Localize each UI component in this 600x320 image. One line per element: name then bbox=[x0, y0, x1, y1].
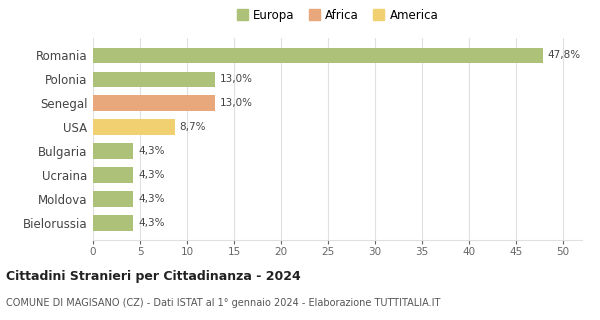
Bar bbox=[93, 167, 133, 183]
Bar bbox=[93, 48, 542, 63]
Bar bbox=[93, 215, 133, 231]
Bar bbox=[93, 143, 133, 159]
Text: 4,3%: 4,3% bbox=[138, 218, 164, 228]
Text: 4,3%: 4,3% bbox=[138, 146, 164, 156]
Text: Cittadini Stranieri per Cittadinanza - 2024: Cittadini Stranieri per Cittadinanza - 2… bbox=[6, 270, 301, 283]
Bar bbox=[93, 95, 215, 111]
Text: COMUNE DI MAGISANO (CZ) - Dati ISTAT al 1° gennaio 2024 - Elaborazione TUTTITALI: COMUNE DI MAGISANO (CZ) - Dati ISTAT al … bbox=[6, 298, 440, 308]
Text: 13,0%: 13,0% bbox=[220, 98, 253, 108]
Bar bbox=[93, 191, 133, 207]
Text: 4,3%: 4,3% bbox=[138, 170, 164, 180]
Bar bbox=[93, 119, 175, 135]
Text: 4,3%: 4,3% bbox=[138, 194, 164, 204]
Text: 8,7%: 8,7% bbox=[179, 122, 206, 132]
Bar bbox=[93, 72, 215, 87]
Text: 47,8%: 47,8% bbox=[547, 50, 580, 60]
Legend: Europa, Africa, America: Europa, Africa, America bbox=[232, 4, 443, 27]
Text: 13,0%: 13,0% bbox=[220, 74, 253, 84]
